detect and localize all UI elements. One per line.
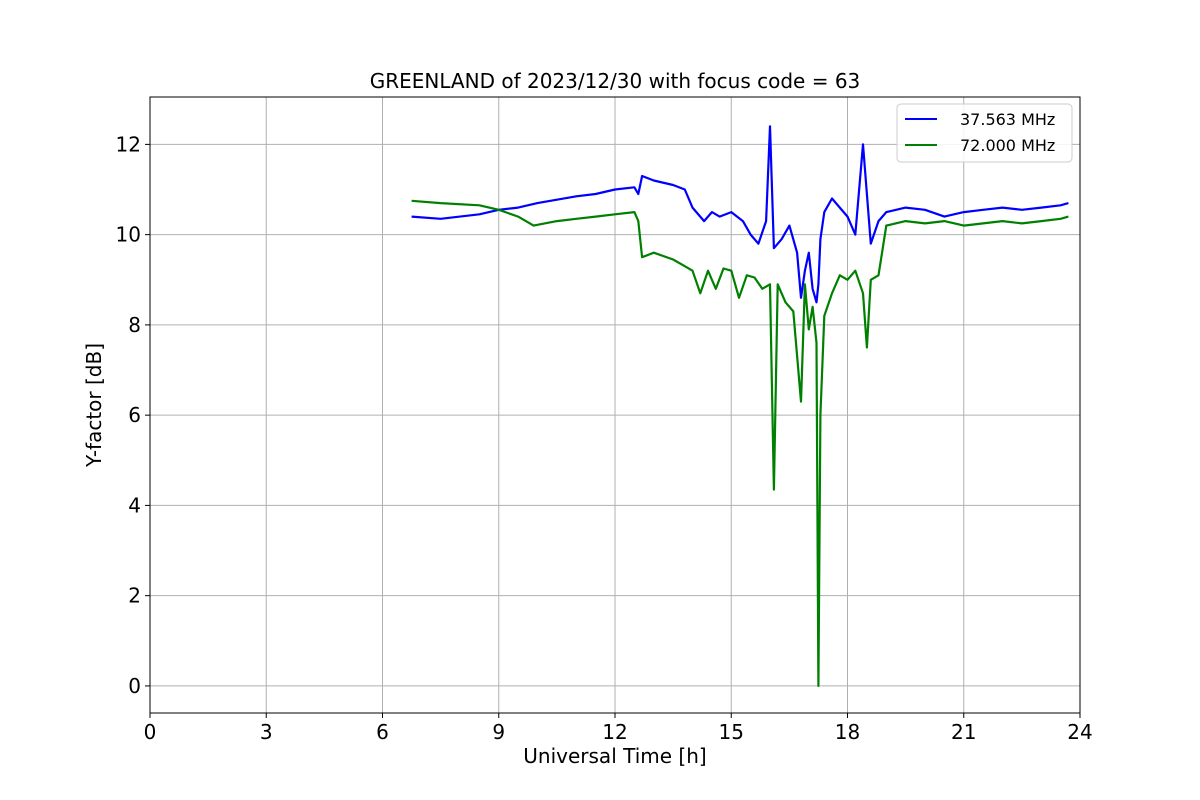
y-tick-label: 2	[128, 584, 141, 608]
y-tick-label: 6	[128, 403, 141, 427]
y-tick-label: 4	[128, 493, 141, 517]
x-tick-label: 6	[376, 720, 389, 744]
x-tick-label: 0	[144, 720, 157, 744]
series-layer	[411, 125, 1069, 688]
x-tick-label: 18	[835, 720, 860, 744]
legend: 37.563 MHz 72.000 MHz	[896, 103, 1073, 163]
y-tick-label: 10	[116, 223, 141, 247]
chart-title: GREENLAND of 2023/12/30 with focus code …	[370, 69, 861, 93]
y-tick-label: 0	[128, 674, 141, 698]
x-tick-label: 9	[492, 720, 505, 744]
y-tick-label: 8	[128, 313, 141, 337]
legend-label-72mhz: 72.000 MHz	[960, 136, 1055, 155]
x-tick-label: 24	[1067, 720, 1092, 744]
x-tick-label: 12	[602, 720, 627, 744]
x-axis-label: Universal Time [h]	[523, 744, 706, 768]
series-line-37mhz	[411, 125, 1069, 304]
x-tick-label: 15	[719, 720, 744, 744]
legend-label-37mhz: 37.563 MHz	[960, 110, 1055, 129]
grid-layer	[149, 97, 1081, 713]
y-axis-label: Y-factor [dB]	[82, 343, 106, 468]
legend-box	[896, 103, 1073, 163]
x-tick-label: 3	[260, 720, 273, 744]
series-line-72mhz	[411, 199, 1069, 688]
x-tick-label: 21	[951, 720, 976, 744]
y-tick-label: 12	[116, 132, 141, 156]
